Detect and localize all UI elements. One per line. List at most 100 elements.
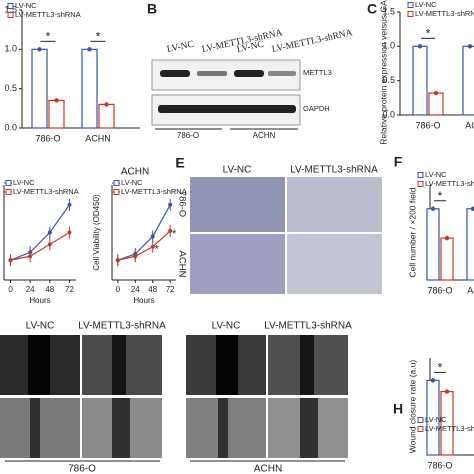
x-tick-label: ACHN — [465, 120, 474, 130]
micrograph — [287, 234, 382, 294]
bar — [440, 237, 454, 281]
column-label: LV-METTL3-shRNA — [78, 321, 166, 332]
legend-label: LV-METTL3-shRNA — [121, 187, 187, 196]
row-label: ACHN — [176, 251, 187, 278]
band-label: GAPDH — [303, 104, 330, 113]
legend-label: LV-NC — [415, 0, 437, 9]
legend-label: LV-METTL3-shRNA — [15, 10, 81, 19]
bar — [98, 103, 115, 129]
bar-point — [467, 44, 473, 49]
wound-gap — [112, 398, 130, 458]
wound-gap — [300, 335, 314, 395]
legend-swatch — [7, 3, 14, 9]
x-tick-label: 786-O — [427, 460, 452, 470]
legend-swatch — [5, 180, 12, 186]
wound-gap — [112, 335, 126, 395]
group-label: 786-O — [177, 131, 199, 140]
lane-label: LV-METTL3-shRNA — [271, 28, 354, 55]
bar — [31, 48, 48, 129]
bar-point — [430, 378, 436, 383]
bar — [81, 48, 98, 129]
point — [133, 254, 138, 259]
micrograph — [190, 177, 285, 232]
x-tick-label: 48 — [45, 285, 54, 294]
x-tick-label: 786-O — [35, 133, 60, 143]
bar — [426, 208, 440, 281]
series-line — [10, 204, 70, 261]
group-label: ACHN — [254, 464, 282, 474]
y-axis-label: Cell Viability (OD450) — [92, 194, 101, 271]
legend-swatch — [417, 426, 424, 432]
bar-point — [417, 44, 423, 49]
y-tick-label: 1.0 — [4, 44, 17, 54]
x-axis-label: Hours — [29, 296, 50, 305]
wound-gap — [218, 398, 228, 458]
bar-point — [87, 47, 92, 52]
legend-swatch — [417, 181, 424, 187]
y-tick-label: 1.5 — [4, 4, 17, 14]
bar — [412, 45, 428, 116]
y-axis-label: Cell number / ×200 field — [407, 187, 417, 277]
x-tick-label: 24 — [26, 285, 35, 294]
band — [197, 71, 227, 76]
y-tick-label: 0.0 — [382, 109, 395, 119]
panel-letter: C — [367, 1, 377, 17]
y-tick-label: 0.5 — [382, 75, 395, 85]
significance: * — [172, 228, 177, 240]
significance: * — [46, 30, 51, 44]
bar — [466, 208, 474, 281]
legend-swatch — [7, 12, 14, 18]
point — [67, 230, 72, 235]
column-label: LV-NC — [223, 165, 252, 176]
significance: * — [155, 244, 160, 256]
row-label: 786-O — [176, 191, 187, 217]
point — [47, 242, 52, 247]
legend-label: LV-NC — [425, 170, 447, 179]
point — [47, 230, 52, 235]
bar-point — [37, 47, 42, 52]
x-tick-label: 0 — [116, 285, 121, 294]
series-line — [10, 231, 70, 261]
x-tick-label: 72 — [65, 285, 74, 294]
panel-letter: B — [147, 1, 157, 17]
x-tick-label: 24 — [131, 285, 140, 294]
y-tick-label: 1.0 — [382, 41, 395, 51]
point — [28, 254, 33, 259]
y-axis-label: Relative protein expression versus GAPDH — [378, 0, 388, 145]
legend-swatch — [417, 172, 424, 178]
bar-point — [444, 235, 450, 241]
wound-gap — [216, 335, 238, 395]
series-line — [117, 230, 171, 261]
bar — [48, 99, 65, 129]
significance: * — [426, 27, 431, 41]
panel-letter: E — [175, 155, 184, 171]
wound-gap — [30, 398, 40, 458]
point — [115, 258, 120, 263]
legend-swatch — [407, 2, 414, 8]
legend-swatch — [113, 189, 120, 195]
bar-point — [444, 389, 450, 394]
point — [67, 202, 72, 207]
y-tick-label: 0.0 — [4, 122, 17, 132]
micrograph — [190, 234, 285, 294]
point — [8, 258, 13, 263]
band-label: METTL3 — [303, 68, 332, 77]
bar-point — [433, 90, 439, 96]
column-label: LV-NC — [26, 321, 55, 332]
legend-label: LV-NC — [425, 415, 447, 424]
wound-gap — [28, 335, 50, 395]
lane-label: LV-NC — [166, 40, 195, 55]
group-label: ACHN — [253, 131, 276, 140]
x-tick-label: ACHN — [85, 133, 111, 143]
point — [168, 202, 173, 207]
legend-label: LV-METTL3-shRNA — [415, 9, 474, 18]
x-tick-label: 48 — [148, 285, 157, 294]
bar-point — [54, 98, 59, 103]
panel-letter: F — [394, 154, 403, 170]
legend-label: LV-METTL3-shRNA — [425, 179, 474, 188]
legend-swatch — [417, 417, 424, 423]
point — [150, 244, 155, 249]
series-line — [117, 204, 171, 261]
y-axis-label: Wound closure rate (a.u) — [407, 360, 417, 454]
